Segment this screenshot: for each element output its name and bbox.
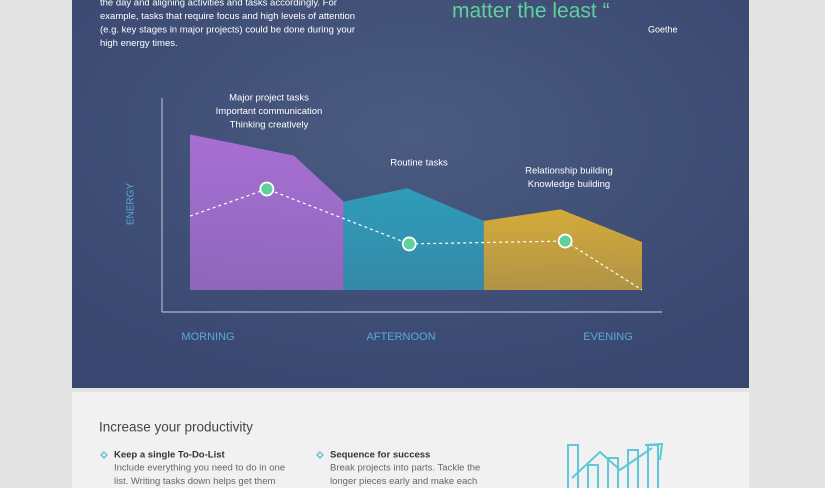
annotation: Thinking creatively — [230, 120, 309, 131]
area — [190, 134, 344, 290]
section-title: Increase your productivity — [99, 420, 253, 435]
light-panel — [72, 392, 749, 488]
annotation: Routine tasks — [390, 158, 448, 169]
annotation: Knowledge building — [528, 179, 610, 190]
item-text: Include everything you need to do in one — [114, 463, 285, 474]
x-category-label: AFTERNOON — [366, 331, 435, 343]
annotation: Relationship building — [525, 166, 613, 177]
quote-author: Goethe — [648, 24, 678, 34]
x-category-label: EVENING — [583, 331, 633, 343]
area — [483, 209, 642, 290]
annotation: Major project tasks — [229, 93, 309, 104]
y-axis-label: ENERGY — [126, 183, 137, 226]
item-title: Sequence for success — [330, 450, 430, 461]
energy-point — [259, 181, 275, 197]
bullet-icon — [100, 451, 108, 459]
intro-line: the day and aligning activities and task… — [100, 0, 337, 9]
item-text: longer pieces early and make each — [330, 476, 477, 487]
content: the day and aligning activities and task… — [99, 0, 678, 487]
annotation: Important communication — [216, 106, 323, 117]
intro-line: (e.g. key stages in major projects) coul… — [100, 25, 355, 36]
item-text: Break projects into parts. Tackle the — [330, 463, 480, 474]
x-category-label: MORNING — [181, 331, 234, 343]
growth-icon — [567, 442, 664, 488]
intro-line: example, tasks that require focus and hi… — [100, 11, 355, 22]
energy-point — [557, 233, 573, 249]
item-title: Keep a single To-Do-List — [114, 450, 226, 461]
item-text: list. Writing tasks down helps get them — [114, 476, 275, 487]
energy-point — [401, 236, 417, 252]
bullet-icon — [316, 451, 324, 459]
intro-line: high energy times. — [100, 38, 178, 49]
quote: matter the least “ — [452, 0, 610, 23]
